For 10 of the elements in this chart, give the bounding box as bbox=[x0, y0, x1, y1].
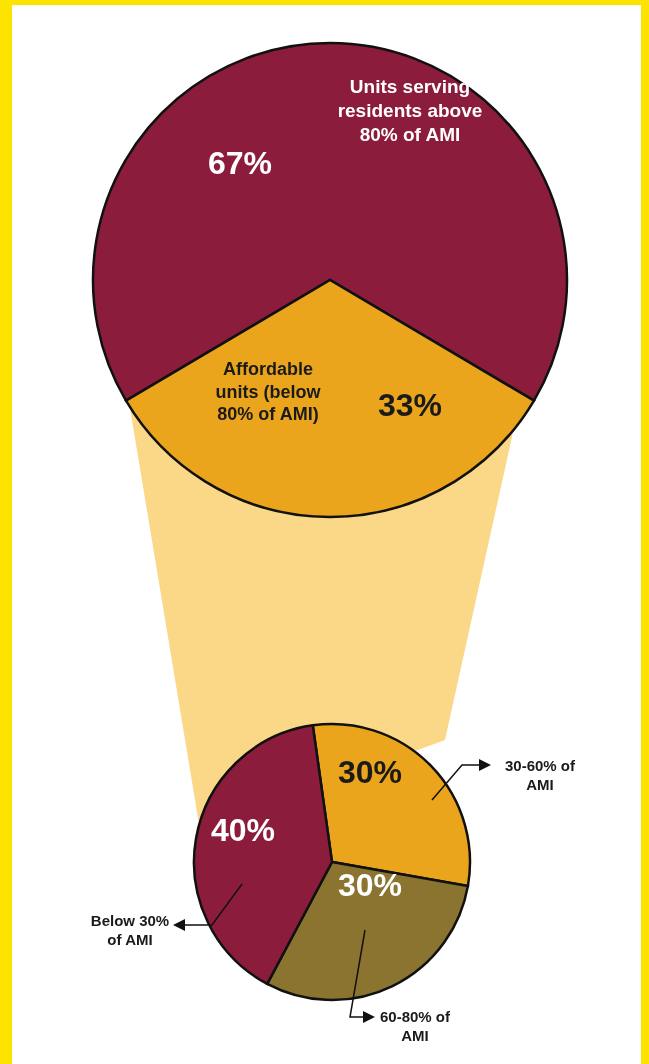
data-label: 67% bbox=[206, 144, 273, 183]
slice-label: Affordable units (below 80% of AMI) bbox=[214, 358, 322, 426]
slice-label: Below 30% of AMI bbox=[90, 912, 170, 950]
slice-label: 60-80% of AMI bbox=[379, 1008, 451, 1046]
data-label: 30% bbox=[336, 866, 403, 905]
data-label: 30% bbox=[336, 753, 403, 792]
data-label: 40% bbox=[209, 811, 276, 850]
data-label: 33% bbox=[376, 386, 443, 425]
slice-label: Units serving residents above 80% of AMI bbox=[336, 75, 484, 147]
slice-label: 30-60% of AMI bbox=[504, 757, 576, 795]
